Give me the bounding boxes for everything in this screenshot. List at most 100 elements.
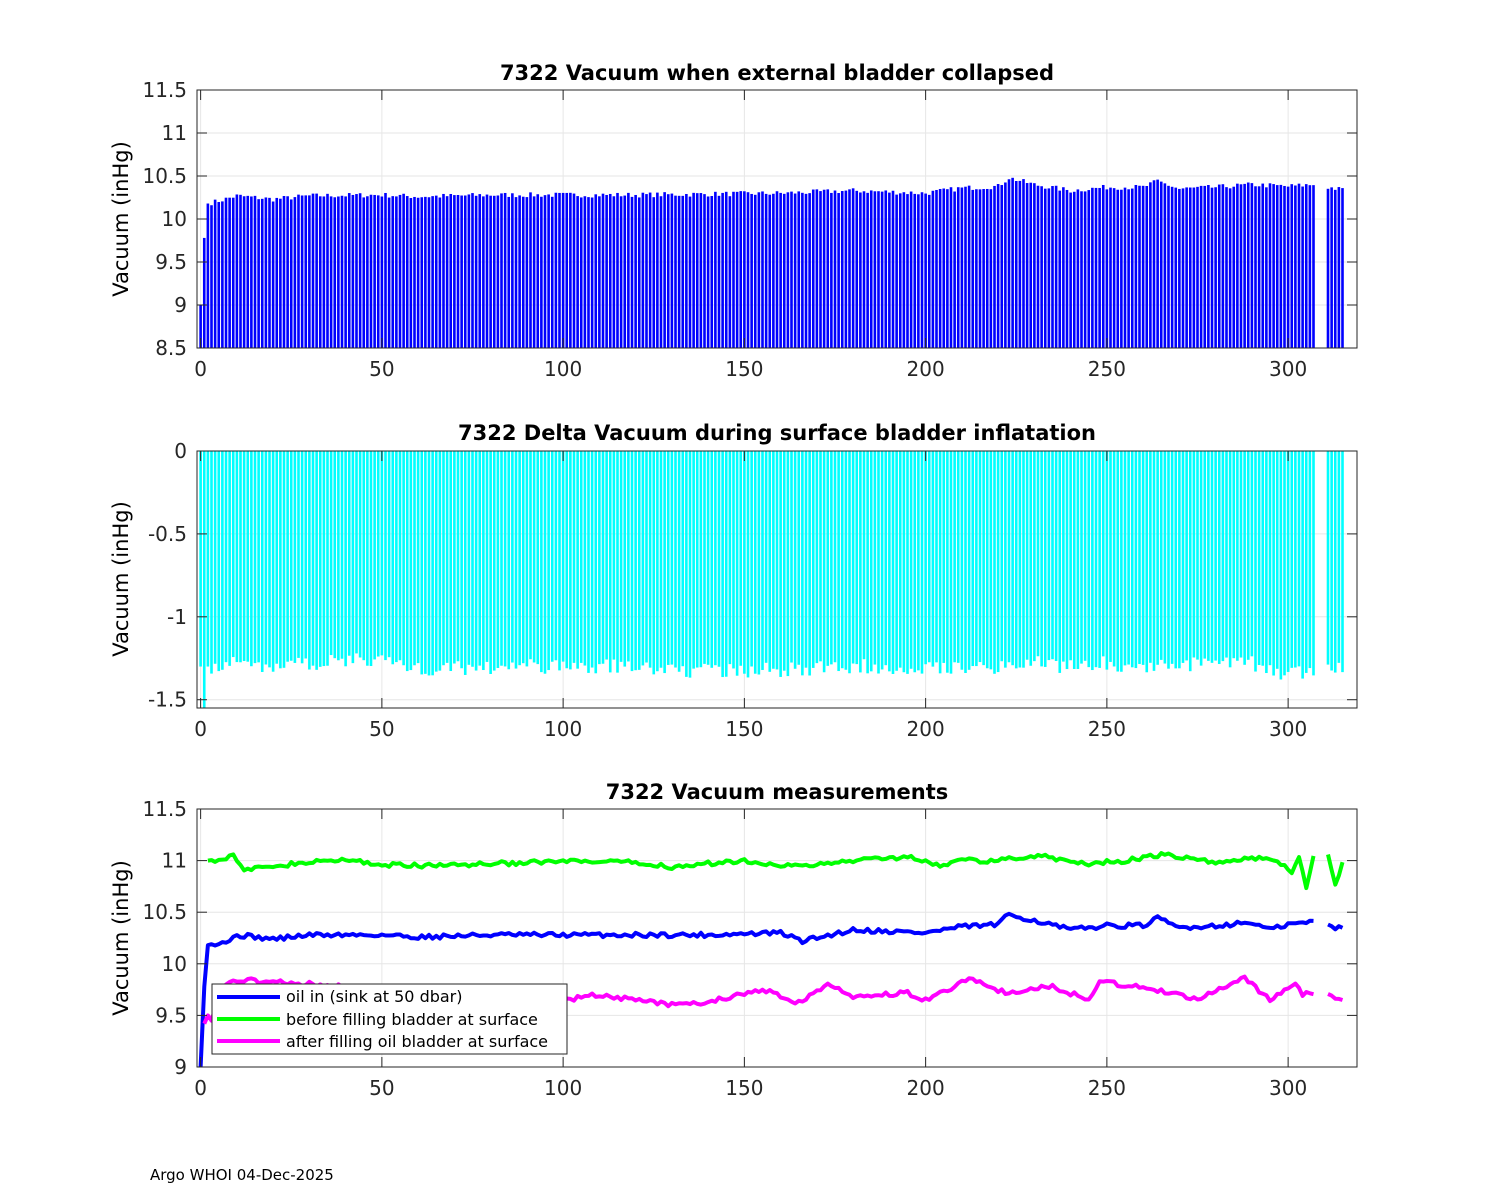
bar [790,191,793,348]
bar [1014,451,1018,669]
bar [1130,188,1134,348]
bar [873,191,877,348]
bar [315,193,318,348]
bar [1243,183,1246,348]
bar [964,186,967,348]
bar [507,451,511,670]
bar [228,197,231,348]
bar [362,451,366,661]
bar [1308,451,1312,669]
bar [1040,186,1043,348]
bar [1054,451,1058,661]
bar [1145,451,1149,673]
axes-box [196,808,1358,1068]
bar [289,199,293,348]
bar [706,196,710,348]
bar [666,194,670,348]
bar [503,451,507,667]
bar [1272,184,1275,348]
bar [1275,185,1279,348]
bar [453,451,456,664]
bar [1199,451,1203,666]
bar [804,193,808,348]
bar [482,196,485,348]
bar [235,194,239,348]
bar [942,451,946,663]
bar [380,196,384,348]
bar [427,197,431,348]
bar [565,192,569,348]
bar [1228,451,1232,668]
bar [471,193,474,348]
bar [583,451,587,666]
bar [1261,183,1265,348]
bar [598,196,601,348]
bar [224,197,228,348]
bar [1174,187,1178,348]
bar [536,194,540,348]
bar [927,194,931,348]
bar [895,451,898,671]
bar [975,189,978,348]
bar [445,451,449,663]
bar [688,451,692,678]
bar [1109,451,1112,662]
bar [1225,187,1228,348]
bar [463,195,467,348]
bar [670,193,674,348]
bar [1308,185,1312,348]
bar [909,191,913,348]
bar [1217,184,1221,348]
bar [540,196,543,348]
bar [1062,187,1065,348]
bar [652,451,656,675]
bar [351,451,355,664]
bar [728,451,732,665]
bar [293,197,297,348]
bar [1181,451,1185,663]
bar [257,199,260,348]
bar [492,195,496,348]
bar [242,451,246,662]
bar [424,196,427,348]
bar [492,451,496,671]
bar [844,190,848,348]
bar [221,201,224,348]
bar [264,451,268,665]
bar [920,192,924,348]
bar [1312,451,1315,676]
bar [1098,187,1101,348]
bar [326,451,329,666]
bar [935,189,938,348]
bar [1174,451,1178,669]
x-tick-label: 300 [1269,1076,1307,1100]
ticks: 0 50 100 150 200 250 300 9 9.5 10 10.5 11 11.5 [142,797,1357,1100]
chart-title: 7322 Vacuum measurements [606,780,949,804]
bar [848,451,851,674]
y-tick-label: 11.5 [142,797,187,821]
bar [297,451,300,658]
bar [935,451,938,663]
bar [1243,451,1246,665]
bar [1065,451,1069,670]
bar [434,195,438,348]
bar [543,451,547,674]
bar [623,451,627,667]
bar [590,451,594,668]
bar [532,451,536,663]
bar [239,451,242,663]
bar [434,451,438,672]
bar [279,451,282,669]
bar [554,192,558,348]
bar [1101,184,1105,348]
bar [746,451,750,678]
bar [627,192,630,348]
bar [1203,451,1207,659]
bar [1268,451,1272,666]
bar [804,451,808,668]
x-tick-label: 50 [369,717,394,741]
bar [366,451,369,666]
bar [652,197,656,348]
bar [1156,179,1159,348]
bar [1091,187,1094,348]
